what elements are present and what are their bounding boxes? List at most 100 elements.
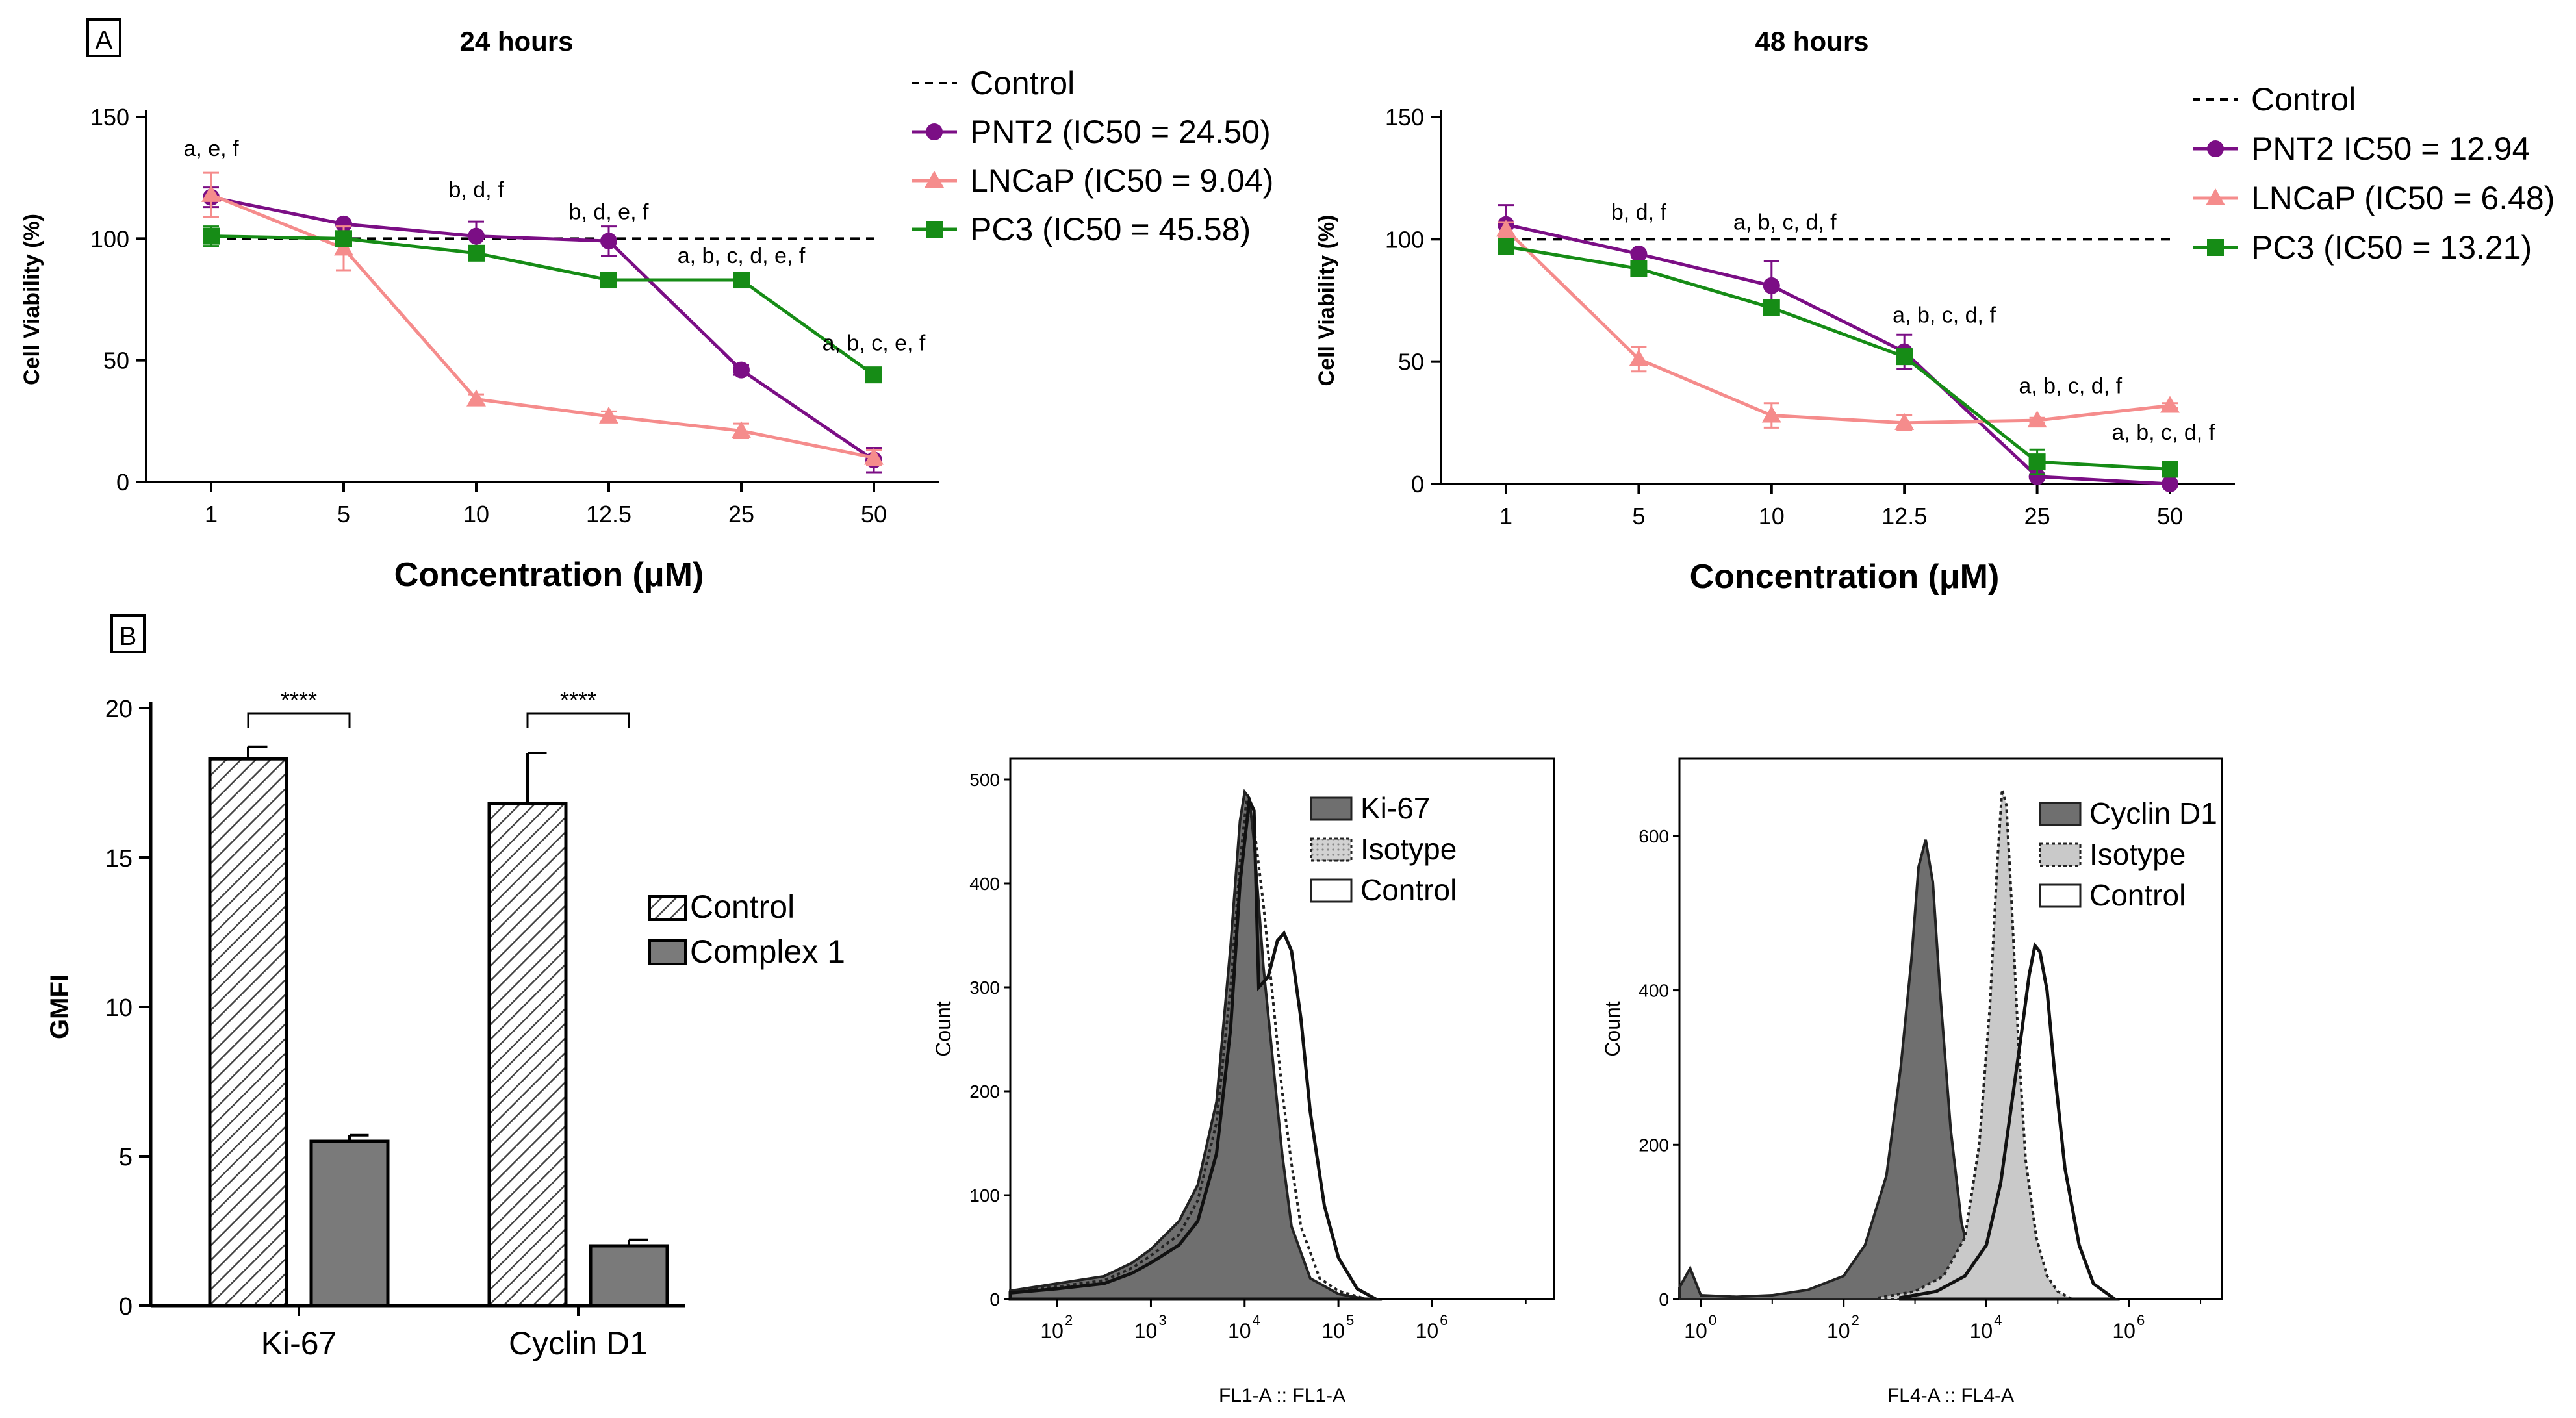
y-tick-label: 600: [1639, 826, 1669, 846]
x-tick-base: 10: [1040, 1319, 1064, 1343]
data-point-lncap: [1894, 412, 1915, 430]
data-point-pc3: [1896, 348, 1913, 366]
x-tick-label: 5: [1632, 503, 1645, 529]
x-axis-label: FL1-A :: FL1-A: [1219, 1385, 1345, 1406]
y-axis-label: Cell Viability (%): [19, 214, 44, 385]
histogram-isotype: [1878, 789, 2073, 1300]
line-chart-48-hours: 48 hours 0 50 100 150 1 5 10 12.5 25 50 Cell Viabil…: [1314, 26, 2555, 596]
legend-marker-pnt2: [2207, 140, 2224, 157]
data-point-pc3: [1498, 238, 1514, 255]
x-tick-exponent: 2: [1852, 1312, 1859, 1328]
significance-annotation: a, b, c, d, f: [1893, 303, 1996, 327]
y-tick-label: 200: [1639, 1135, 1669, 1155]
y-tick-label: 150: [1385, 104, 1424, 131]
series-line-pnt2: [1505, 223, 2171, 486]
x-tick-base: 10: [1970, 1319, 1993, 1343]
series-line-lncap: [210, 193, 874, 459]
data-point-pc3: [335, 230, 352, 247]
data-point-pnt2: [2028, 468, 2046, 485]
x-tick-exponent: 6: [2137, 1312, 2145, 1328]
significance-annotation: b, d, e, f: [569, 199, 649, 224]
bar-complex-1: [589, 1244, 669, 1308]
x-tick-base: 10: [1684, 1319, 1707, 1343]
panel-label-a: A: [86, 18, 121, 57]
y-tick-label: 50: [1398, 349, 1424, 375]
data-point-pnt2: [600, 233, 617, 250]
histogram-ki-67: [1009, 789, 1367, 1300]
legend-label-pnt2: PNT2 (IC50 = 24.50): [970, 114, 1271, 150]
y-tick-label: 500: [969, 770, 1000, 790]
y-tick-label: 5: [119, 1144, 133, 1171]
legend-label-pc3: PC3 (IC50 = 13.21): [2251, 229, 2532, 266]
data-point-pc3: [600, 272, 617, 289]
significance-annotation: b, d, f: [448, 178, 504, 203]
data-point-lncap: [2160, 396, 2180, 413]
legend-swatch-ki-67: [1310, 796, 1353, 821]
x-tick-exponent: 6: [1440, 1312, 1447, 1328]
significance-annotation: a, b, c, d, e, f: [678, 244, 806, 268]
legend-marker-lncap: [925, 171, 944, 188]
data-point-pnt2: [1763, 277, 1780, 294]
data-point-lncap: [1496, 220, 1516, 237]
legend-label-lncap: LNCaP (IC50 = 6.48): [2251, 180, 2555, 216]
x-tick-label: 5: [337, 501, 350, 527]
x-tick-exponent: 3: [1158, 1312, 1166, 1328]
series-line-pc3: [1505, 245, 2171, 471]
legend-swatch-control: [2039, 883, 2082, 908]
x-tick-label: 10: [463, 501, 489, 527]
y-axis-label: Cell Viability (%): [1314, 215, 1339, 386]
legend-label-isotype: Isotype: [2089, 837, 2186, 871]
x-tick-label: 10: [1759, 503, 1785, 529]
significance-bracket: [247, 712, 351, 728]
x-axis-label: FL4-A :: FL4-A: [1887, 1385, 2014, 1406]
x-tick-label: 12.5: [1881, 503, 1927, 529]
legend-label-pc3: PC3 (IC50 = 45.58): [970, 211, 1251, 247]
significance-annotation: a, b, c, d, f: [2019, 374, 2122, 399]
data-point-lncap: [599, 406, 618, 424]
legend-marker-pc3: [926, 221, 943, 238]
y-tick-label: 100: [1385, 226, 1424, 253]
series-line-lncap: [1505, 228, 2171, 425]
significance-bracket: [526, 712, 630, 728]
x-axis-label: Concentration (μM): [394, 556, 704, 594]
legend-swatch-complex-1: [648, 939, 687, 965]
y-axis-label: Count: [932, 1001, 955, 1057]
legend-swatch-isotype: [2039, 842, 2082, 867]
data-point-pc3: [865, 366, 882, 384]
legend-label-cyclin-d1: Cyclin D1: [2089, 796, 2217, 830]
y-tick-label: 50: [103, 348, 129, 374]
panel-label-b: B: [110, 614, 146, 653]
data-point-lncap: [466, 389, 486, 407]
histogram-control: [1008, 794, 1383, 1301]
legend-marker-lncap: [2206, 188, 2225, 205]
data-point-pc3: [1763, 299, 1780, 316]
data-point-pc3: [733, 272, 750, 289]
x-tick-base: 10: [1416, 1319, 1439, 1343]
data-point-pnt2: [468, 227, 485, 245]
y-tick-label: 100: [969, 1185, 1000, 1206]
legend-marker-pnt2: [926, 123, 943, 140]
x-tick-label: 50: [2157, 503, 2183, 529]
data-point-lncap: [201, 184, 221, 202]
chart-title: 48 hours: [1755, 26, 1868, 57]
x-tick-label: Ki-67: [261, 1325, 337, 1361]
data-point-pc3: [468, 244, 485, 262]
legend-swatch-cyclin-d1: [2039, 802, 2082, 826]
data-point-pc3: [1630, 260, 1648, 277]
data-point-pnt2: [733, 361, 750, 379]
significance-label: ****: [281, 687, 317, 713]
x-tick-exponent: 4: [1994, 1312, 2002, 1328]
x-tick-base: 10: [1228, 1319, 1251, 1343]
x-tick-exponent: 4: [1253, 1312, 1260, 1328]
legend-label-control: Control: [2089, 878, 2186, 912]
y-tick-label: 20: [105, 696, 133, 723]
x-tick-label: 25: [2024, 503, 2050, 529]
x-tick-label: 25: [728, 501, 754, 527]
data-point-lncap: [864, 448, 884, 465]
legend-marker-pc3: [2207, 239, 2224, 256]
x-tick-label: 12.5: [586, 501, 631, 527]
series-line-pc3: [210, 234, 875, 377]
bar-complex-1: [309, 1139, 390, 1308]
